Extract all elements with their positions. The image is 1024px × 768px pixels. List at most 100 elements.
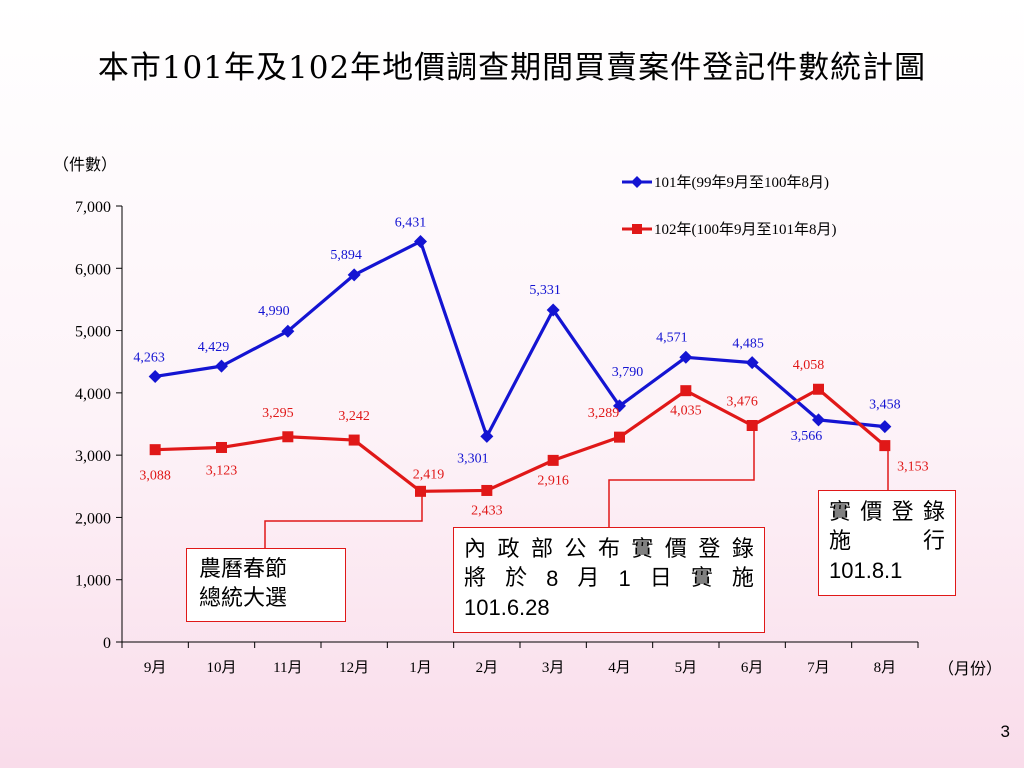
callout-ministry-date: 101.6.28 xyxy=(464,595,550,620)
series-1-line xyxy=(154,239,885,438)
series-2-point xyxy=(746,419,758,431)
series-2-point xyxy=(149,444,161,456)
y-tick-label: 7,000 xyxy=(75,199,111,216)
series-2-data-label: 3,153 xyxy=(897,460,929,475)
series-2-point xyxy=(282,431,294,443)
x-tick-label: 12月 xyxy=(339,660,369,676)
callout-festival-line1: 農曆春節 xyxy=(199,557,288,582)
legend-marker xyxy=(631,176,643,188)
series-1-data-label: 3,790 xyxy=(612,365,644,380)
callout-enforce-line1: 實價登錄 xyxy=(829,500,945,525)
series-1-data-label: 5,894 xyxy=(330,248,362,263)
series-1-data-label: 6,431 xyxy=(395,215,427,230)
series-2-data-label: 2,419 xyxy=(413,467,445,482)
series-1-point xyxy=(281,324,295,338)
series-2-point xyxy=(481,484,493,496)
series-1-data-label: 4,990 xyxy=(258,304,290,319)
series-1-data-label: 4,263 xyxy=(133,350,165,365)
series-2-point xyxy=(813,383,824,395)
series-2-data-label: 2,433 xyxy=(471,503,503,518)
series-1-data-label: 4,571 xyxy=(656,330,688,345)
x-tick-label: 5月 xyxy=(675,660,698,676)
series-2-point xyxy=(680,385,692,397)
series-1-point xyxy=(414,234,427,248)
callout-connector-0 xyxy=(264,491,423,548)
series-2-point xyxy=(216,441,227,453)
series-1-point xyxy=(480,429,494,443)
y-tick-label: 4,000 xyxy=(75,386,111,403)
callout-enforce-line2: 施行 xyxy=(829,529,945,554)
series-2-point xyxy=(348,434,360,446)
callout-ministry-line1: 內政部公布實價登錄 xyxy=(464,537,754,562)
x-axis-label: （月份） xyxy=(938,660,1002,678)
callout-festival-line2: 總統大選 xyxy=(199,586,288,611)
series-2-point xyxy=(415,485,426,497)
series-2-data-label: 3,242 xyxy=(338,409,370,424)
x-tick-label: 6月 xyxy=(741,660,764,676)
series-1-point xyxy=(546,303,560,317)
series-1-data-label: 3,458 xyxy=(869,398,901,413)
y-tick-label: 2,000 xyxy=(75,510,111,527)
series-1-point xyxy=(613,399,626,413)
series-1-point xyxy=(347,268,361,282)
chart-series: 4,263 4,429 4,990 5,894 6,431 3,301 5,331 3,790… xyxy=(133,215,928,518)
series-1-data-label: 5,331 xyxy=(529,283,561,298)
legend-label: 102年(100年9月至101年8月) xyxy=(654,221,837,238)
series-2: 3,088 3,123 3,295 3,242 2,419 2,433 2,916 3,289… xyxy=(139,358,928,518)
series-1-point xyxy=(215,359,228,373)
series-2-data-label: 3,289 xyxy=(588,406,620,421)
series-1: 4,263 4,429 4,990 5,894 6,431 3,301 5,331 3,790… xyxy=(133,215,900,466)
series-1-point xyxy=(878,420,892,434)
series-1-data-label: 3,301 xyxy=(457,451,489,466)
x-tick-label: 9月 xyxy=(144,660,167,676)
callout-connector-1 xyxy=(608,425,755,527)
callout-enforce-date: 101.8.1 xyxy=(829,558,903,583)
series-2-data-label: 3,295 xyxy=(262,406,294,421)
x-tick-label: 8月 xyxy=(874,660,897,676)
series-2-data-label: 4,035 xyxy=(670,404,702,419)
series-1-data-label: 3,566 xyxy=(791,429,823,444)
series-1-data-label: 4,429 xyxy=(198,340,230,355)
y-axis-label: （件數） xyxy=(53,156,117,174)
legend-entry-1: 101年(99年9月至100年8月) xyxy=(622,174,829,191)
legend-marker xyxy=(632,224,642,234)
x-tick-label: 11月 xyxy=(273,660,302,676)
x-tick-label: 3月 xyxy=(542,660,565,676)
series-2-point xyxy=(547,454,559,466)
series-1-data-label: 4,485 xyxy=(732,337,764,352)
x-tick-label: 1月 xyxy=(409,660,432,676)
series-2-data-label: 3,088 xyxy=(139,469,171,484)
series-2-point xyxy=(614,431,625,443)
series-1-point xyxy=(679,350,693,364)
series-2-data-label: 2,916 xyxy=(537,473,569,488)
y-tick-label: 5,000 xyxy=(75,324,111,341)
series-1-point xyxy=(745,356,759,370)
series-2-point xyxy=(879,440,891,452)
y-tick-label: 1,000 xyxy=(75,573,111,590)
y-tick-label: 3,000 xyxy=(75,448,111,465)
chart-axes: 0 1,000 2,000 3,000 4,000 5,000 6,000 7,000 9月 10… xyxy=(53,156,1002,678)
callout-enforce: 實價登錄 施行 101.8.1 xyxy=(818,490,956,596)
callout-connectors xyxy=(264,425,889,548)
series-2-data-label: 4,058 xyxy=(793,358,825,373)
chart-title: 本市101年及102年地價調查期間買賣案件登記件數統計圖 xyxy=(97,50,927,86)
x-tick-label: 10月 xyxy=(206,660,236,676)
callout-festival: 農曆春節 總統大選 xyxy=(186,548,346,622)
series-2-data-label: 3,123 xyxy=(206,463,238,478)
y-tick-label: 6,000 xyxy=(75,261,111,278)
x-tick-label: 7月 xyxy=(807,660,830,676)
series-2-data-label: 3,476 xyxy=(726,394,758,409)
x-tick-label: 2月 xyxy=(476,660,499,676)
page-number: 3 xyxy=(1000,722,1010,741)
y-tick-label: 0 xyxy=(103,635,111,652)
chart-legend: 101年(99年9月至100年8月) 102年(100年9月至101年8月) xyxy=(622,174,837,238)
legend-label: 101年(99年9月至100年8月) xyxy=(654,174,829,191)
series-2-line xyxy=(155,387,886,493)
series-1-point xyxy=(812,413,825,427)
legend-entry-2: 102年(100年9月至101年8月) xyxy=(622,221,837,238)
series-1-point xyxy=(148,369,162,383)
x-tick-label: 4月 xyxy=(608,660,631,676)
